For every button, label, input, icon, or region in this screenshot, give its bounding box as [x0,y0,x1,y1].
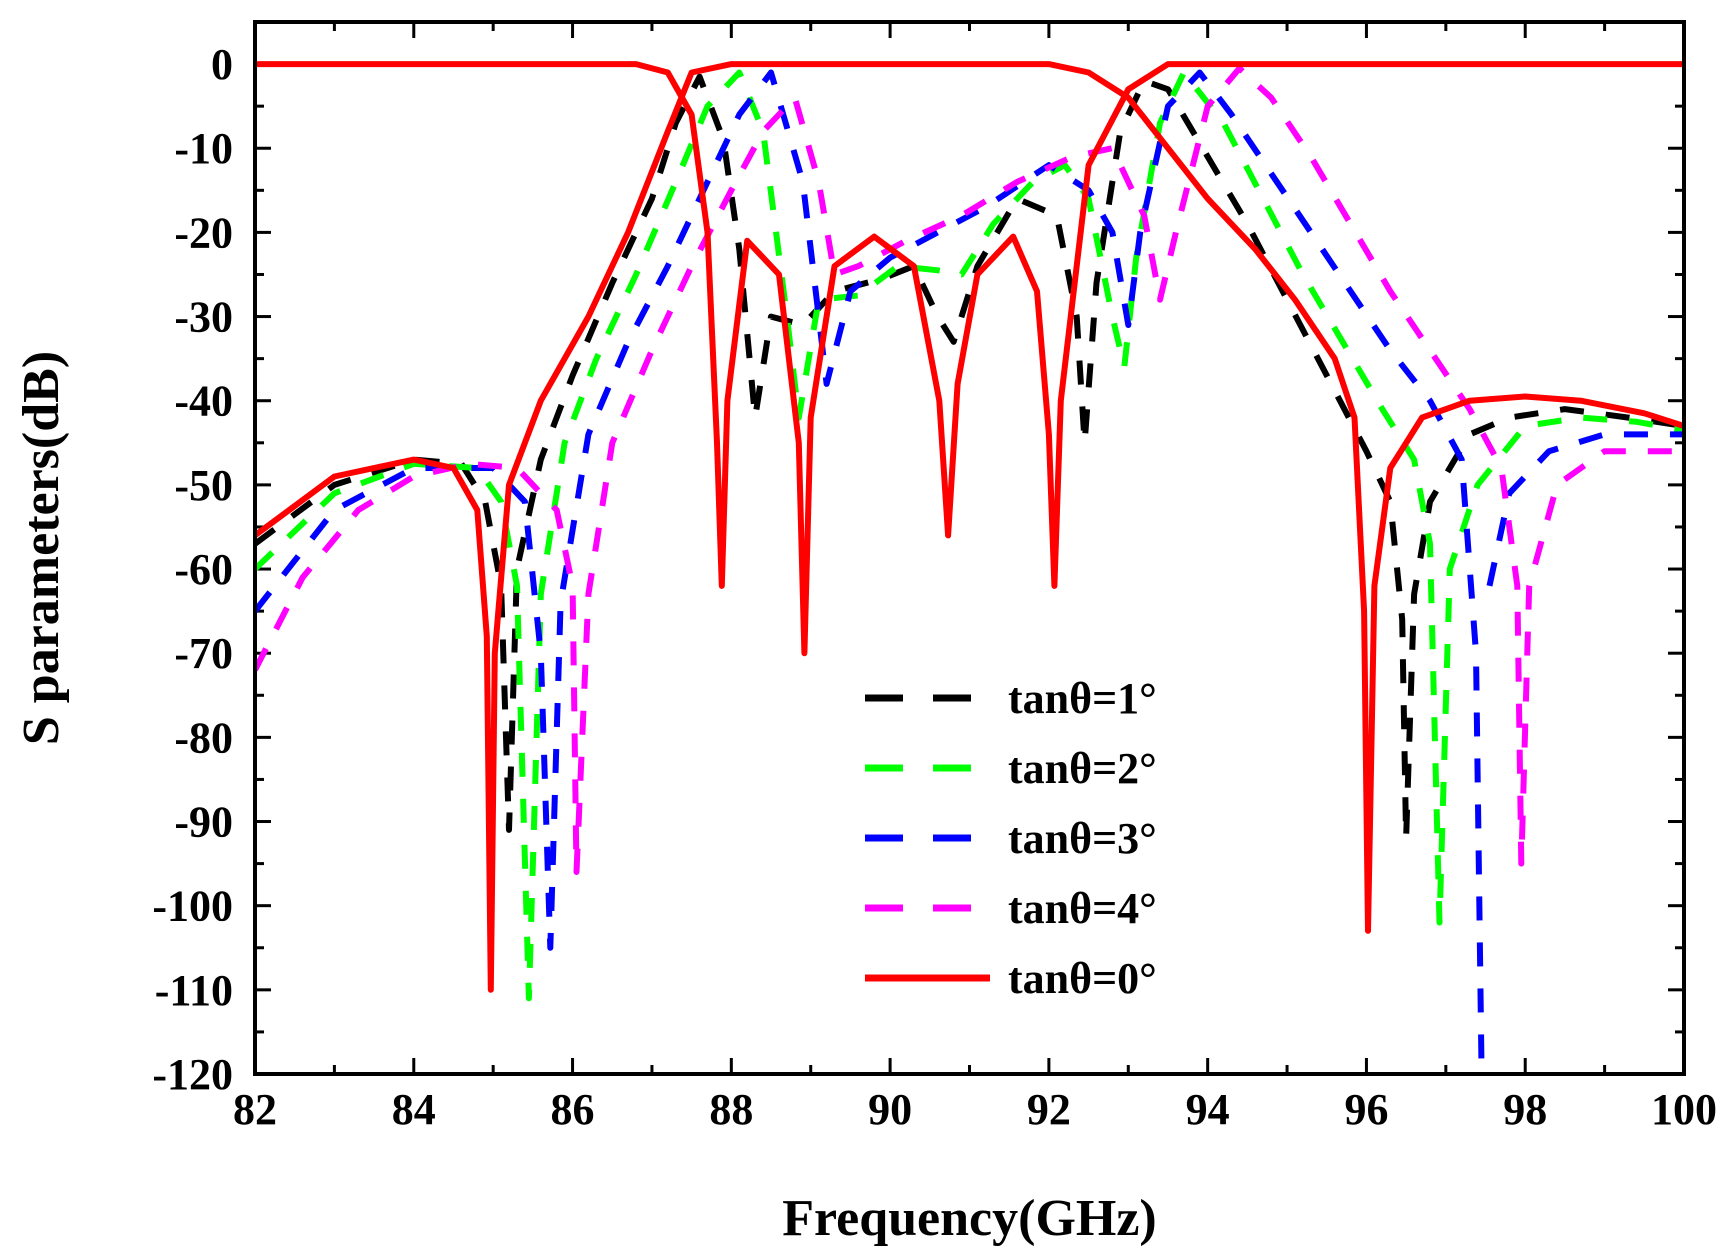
series-line-3-part-2 [1486,431,1684,587]
y-tick-label: -100 [152,882,233,931]
y-tick-label: -50 [174,461,233,510]
legend: tanθ=1° tanθ=2° tanθ=3° tanθ=4° tanθ=0° [865,674,1157,1003]
legend-label-2: tanθ=2° [1008,744,1157,793]
x-tick-label: 100 [1651,1085,1717,1134]
x-tick-label: 88 [709,1085,753,1134]
legend-label-3: tanθ=3° [1008,814,1157,863]
series-line-1 [255,73,1684,842]
x-tick-label: 86 [551,1085,595,1134]
series-line-5-part-1 [255,61,1684,993]
series-line-4 [255,65,1684,875]
x-tick-label: 96 [1344,1085,1388,1134]
series-line-3-part-1 [255,69,1485,1074]
x-tick-label: 82 [233,1085,277,1134]
y-axis-title: S parameters(dB) [13,351,70,745]
y-tick-label: -70 [174,629,233,678]
y-tick-label: -110 [155,966,233,1015]
y-tick-label: -40 [174,377,233,426]
y-tick-label: -10 [174,124,233,173]
legend-label-1: tanθ=1° [1008,674,1157,723]
x-tick-label: 98 [1503,1085,1547,1134]
plot-frame [253,20,1686,1076]
y-tick-label: -80 [174,713,233,762]
legend-label-4: tanθ=4° [1008,884,1157,933]
series-line-5-part-2 [255,61,1684,657]
x-axis-title: Frequency(GHz) [782,1190,1157,1247]
x-tick-label: 84 [392,1085,436,1134]
x-tick-label: 90 [868,1085,912,1134]
series-line-2 [255,69,1684,1002]
x-tick-label: 92 [1027,1085,1071,1134]
x-tick-label: 94 [1186,1085,1230,1134]
y-tick-label: -60 [174,545,233,594]
y-tick-label: 0 [211,40,233,89]
y-tick-label: -120 [152,1050,233,1099]
y-tick-label: -20 [174,208,233,257]
y-tick-label: -90 [174,798,233,847]
legend-label-5: tanθ=0° [1008,954,1157,1003]
y-tick-label: -30 [174,293,233,342]
